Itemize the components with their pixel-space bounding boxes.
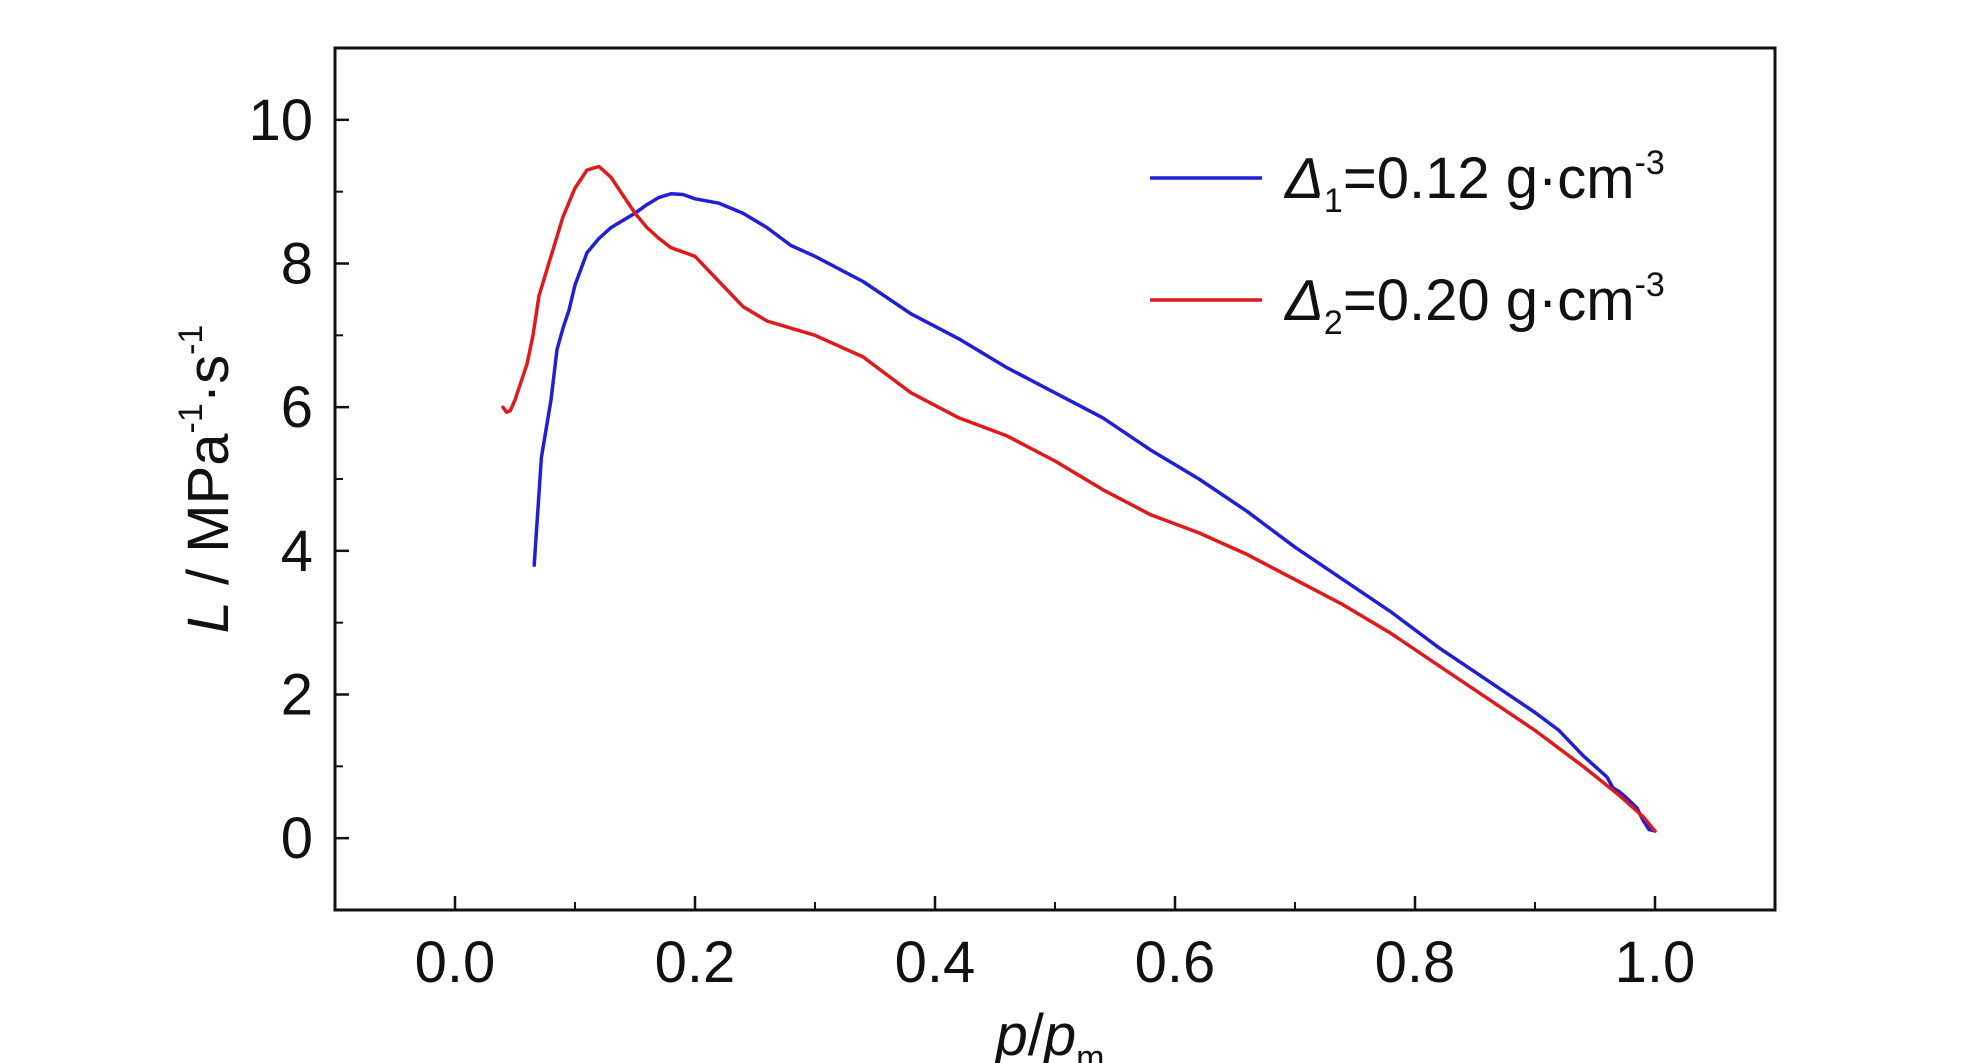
series-group — [501, 164, 1657, 833]
x-tick-label: 0.8 — [1375, 930, 1456, 995]
y-axis-title-exponent-2: -1 — [172, 325, 210, 355]
y-tick-label: 4 — [281, 519, 313, 584]
y-axis-title-variable: L — [176, 601, 241, 633]
y-tick-label: 0 — [281, 806, 313, 871]
x-tick-label: 0.2 — [655, 930, 736, 995]
legend-label-series-2: Δ2=0.20 g·cm-3 — [1283, 266, 1665, 342]
legend-2-superscript: -3 — [1635, 266, 1665, 304]
legend-1-superscript: -3 — [1635, 144, 1665, 182]
x-axis-title-numerator: p — [994, 1003, 1028, 1063]
y-axis-title: L / MPa-1·s-1 — [172, 325, 241, 634]
x-tick-label: 0.0 — [415, 930, 496, 995]
y-axis-title-unit: / MPa — [176, 433, 241, 601]
series-1-line — [532, 192, 1657, 833]
x-axis-title-slash: / — [1028, 1003, 1045, 1063]
y-tick-label: 8 — [281, 232, 313, 297]
x-axis-title-denominator: p — [1042, 1003, 1076, 1063]
ticks-group: 0.0 0.2 0.4 0.6 0.8 1.0 0 2 4 6 8 10 — [248, 47, 1696, 995]
legend-1-subscript: 1 — [1324, 182, 1343, 220]
x-axis-title: p/pm — [994, 1003, 1105, 1063]
y-tick-label: 10 — [248, 88, 313, 153]
x-tick-label: 0.4 — [895, 930, 976, 995]
legend-2-subscript: 2 — [1324, 304, 1343, 342]
x-tick-label: 0.6 — [1135, 930, 1216, 995]
y-tick-label: 6 — [281, 375, 313, 440]
y-axis-title-mid: ·s — [176, 355, 241, 403]
y-tick-label: 2 — [281, 663, 313, 728]
legend-label-series-1: Δ1=0.12 g·cm-3 — [1283, 144, 1665, 220]
legend-1-text: =0.12 g·cm — [1343, 146, 1635, 211]
y-axis-title-exponent-1: -1 — [172, 403, 210, 433]
legend-2-text: =0.20 g·cm — [1343, 268, 1635, 333]
x-axis-title-subscript: m — [1076, 1039, 1104, 1063]
legend: Δ1=0.12 g·cm-3 Δ2=0.20 g·cm-3 — [1150, 144, 1665, 342]
legend-1-delta: Δ — [1283, 146, 1324, 211]
x-tick-label: 1.0 — [1615, 930, 1696, 995]
series-2-line — [501, 164, 1657, 833]
legend-2-delta: Δ — [1283, 268, 1324, 333]
